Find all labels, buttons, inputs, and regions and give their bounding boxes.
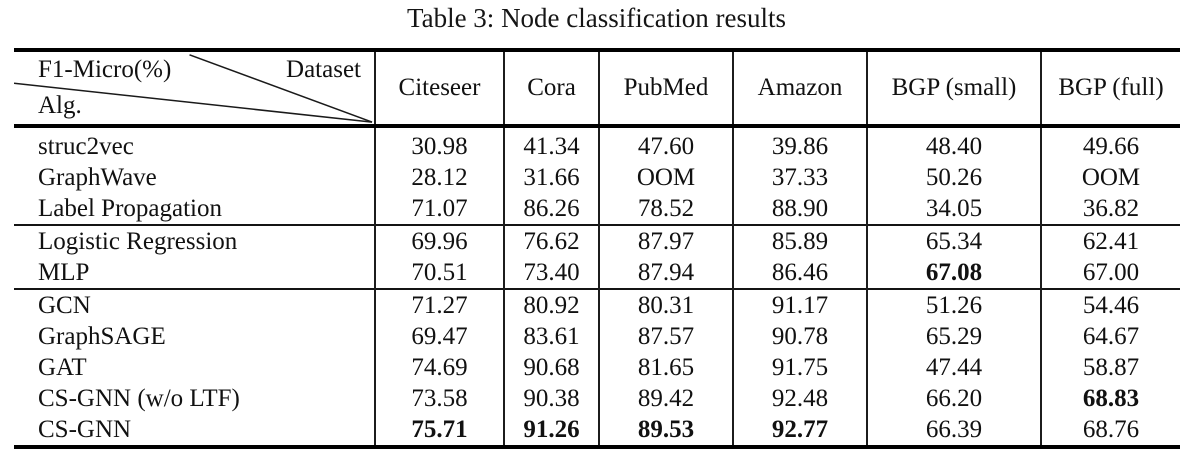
value-cell: 70.51: [374, 257, 504, 289]
value-cell: 91.26: [503, 414, 599, 447]
value-cell: 76.62: [503, 224, 599, 257]
value-cell: 54.46: [1040, 288, 1180, 321]
value-cell: 47.60: [598, 126, 733, 162]
value-cell: 66.20: [866, 383, 1041, 414]
value-cell: 80.92: [503, 288, 599, 321]
column-header-amazon: Amazon: [732, 50, 867, 126]
value-cell: 50.26: [866, 162, 1041, 193]
value-cell: 65.34: [866, 224, 1041, 257]
column-header-citeseer: Citeseer: [374, 50, 504, 126]
value-cell: 67.08: [866, 257, 1041, 289]
value-cell: 81.65: [598, 352, 733, 383]
value-cell: 80.31: [598, 288, 733, 321]
algorithm-name: GCN: [14, 288, 375, 321]
table-row: struc2vec 30.98 41.34 47.60 39.86 48.40 49.66: [14, 126, 1180, 162]
value-cell: 66.39: [866, 414, 1041, 447]
table-row: GCN 71.27 80.92 80.31 91.17 51.26 54.46: [14, 288, 1180, 321]
value-cell: 65.29: [866, 321, 1041, 352]
value-cell: 87.97: [598, 224, 733, 257]
value-cell: 87.94: [598, 257, 733, 289]
algorithm-name: struc2vec: [38, 133, 134, 160]
value-cell: 88.90: [732, 193, 867, 225]
table-row: Logistic Regression 69.96 76.62 87.97 85.89 6…: [14, 224, 1180, 257]
value-cell: 71.27: [374, 288, 504, 321]
table-body: struc2vec 30.98 41.34 47.60 39.86 48.40 49.66 G…: [14, 126, 1180, 447]
algorithm-name: GraphSAGE: [38, 323, 166, 350]
value-cell: 73.58: [374, 383, 504, 414]
value-cell: 41.34: [503, 126, 599, 162]
value-cell: 75.71: [374, 414, 504, 447]
table-row: GraphWave 28.12 31.66 OOM 37.33 50.26 OOM: [14, 162, 1180, 193]
value-cell: 90.68: [503, 352, 599, 383]
value-cell: 48.40: [866, 126, 1041, 162]
value-cell: 74.69: [374, 352, 504, 383]
table-row: Label Propagation 71.07 86.26 78.52 88.90 34.…: [14, 193, 1180, 225]
results-table: F1-Micro(%) Dataset Alg. Citeseer Cora P…: [14, 48, 1180, 449]
column-header-bgp-full: BGP (full): [1040, 50, 1180, 126]
value-cell: OOM: [598, 162, 733, 193]
value-cell: 71.07: [374, 193, 504, 225]
value-cell: 51.26: [866, 288, 1041, 321]
value-cell: 90.38: [503, 383, 599, 414]
value-cell: 62.41: [1040, 224, 1180, 257]
algorithm-name: CS-GNN (w/o LTF): [38, 385, 240, 412]
metric-label: F1-Micro(%): [38, 56, 172, 83]
table-caption: Table 3: Node classification results: [406, 3, 786, 33]
value-cell: 28.12: [374, 162, 504, 193]
value-cell: 68.76: [1040, 414, 1180, 447]
algorithm-axis-label: Alg.: [38, 92, 82, 119]
value-cell: 92.48: [732, 383, 867, 414]
dataset-axis-label: Dataset: [286, 56, 361, 83]
value-cell: 91.75: [732, 352, 867, 383]
column-header-cora: Cora: [503, 50, 599, 126]
diagonal-divider-lines: [14, 54, 373, 123]
value-cell: 36.82: [1040, 193, 1180, 225]
value-cell: 39.86: [732, 126, 867, 162]
value-cell: 87.57: [598, 321, 733, 352]
value-cell: 86.26: [503, 193, 599, 225]
value-cell: 64.67: [1040, 321, 1180, 352]
algorithm-name: Logistic Regression: [14, 224, 375, 257]
value-cell: 31.66: [503, 162, 599, 193]
diagonal-header-cell: F1-Micro(%) Dataset Alg.: [14, 50, 375, 126]
value-cell: 90.78: [732, 321, 867, 352]
table-header: F1-Micro(%) Dataset Alg. Citeseer Cora P…: [14, 50, 1180, 126]
value-cell: 67.00: [1040, 257, 1180, 289]
table-row: CS-GNN 75.71 91.26 89.53 92.77 66.39 68.76: [14, 414, 1180, 447]
value-cell: 69.96: [374, 224, 504, 257]
value-cell: 89.53: [598, 414, 733, 447]
value-cell: 91.17: [732, 288, 867, 321]
value-cell: 85.89: [732, 224, 867, 257]
algorithm-name: MLP: [38, 259, 90, 286]
table-row: MLP 70.51 73.40 87.94 86.46 67.08 67.00: [14, 257, 1180, 289]
value-cell: 69.47: [374, 321, 504, 352]
algorithm-name: CS-GNN: [38, 416, 132, 443]
value-cell: 86.46: [732, 257, 867, 289]
column-header-pubmed: PubMed: [598, 50, 733, 126]
column-header-bgp-small: BGP (small): [866, 50, 1041, 126]
value-cell: OOM: [1040, 162, 1180, 193]
algorithm-name: GAT: [38, 354, 87, 381]
algorithm-name: GraphWave: [38, 164, 157, 191]
table-row: CS-GNN (w/o LTF) 73.58 90.38 89.42 92.48 66.2…: [14, 383, 1180, 414]
value-cell: 92.77: [732, 414, 867, 447]
value-cell: 49.66: [1040, 126, 1180, 162]
table-row: GraphSAGE 69.47 83.61 87.57 90.78 65.29 64.67: [14, 321, 1180, 352]
value-cell: 58.87: [1040, 352, 1180, 383]
table-row: GAT 74.69 90.68 81.65 91.75 47.44 58.87: [14, 352, 1180, 383]
value-cell: 83.61: [503, 321, 599, 352]
value-cell: 37.33: [732, 162, 867, 193]
value-cell: 89.42: [598, 383, 733, 414]
value-cell: 68.83: [1040, 383, 1180, 414]
value-cell: 78.52: [598, 193, 733, 225]
value-cell: 34.05: [866, 193, 1041, 225]
value-cell: 30.98: [374, 126, 504, 162]
value-cell: 73.40: [503, 257, 599, 289]
algorithm-name: Label Propagation: [38, 195, 222, 222]
value-cell: 47.44: [866, 352, 1041, 383]
